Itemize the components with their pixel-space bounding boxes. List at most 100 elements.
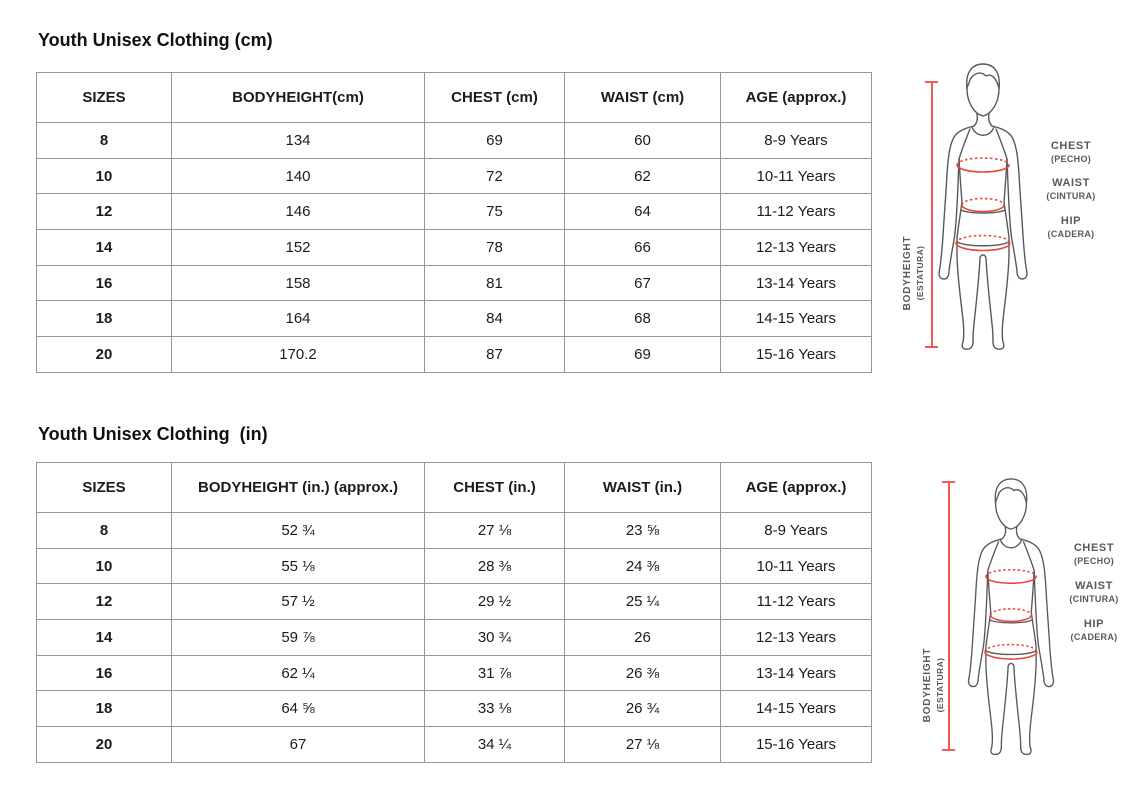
table-cell: 15-16 Years (720, 726, 872, 763)
table-cell: 16 (36, 264, 172, 302)
column-header-chest: CHEST (in.) (424, 462, 565, 513)
table-row: 14 152 78 66 12-13 Years (36, 229, 872, 266)
table-cell: 67 (564, 264, 721, 302)
column-header-waist: WAIST (in.) (564, 462, 721, 513)
table-cell: 11-12 Years (720, 193, 872, 231)
body-outline-diagram (938, 63, 1028, 350)
table-cell: 84 (424, 300, 565, 338)
table-cell: 23 ⅝ (564, 512, 721, 549)
table-cell: 164 (171, 300, 425, 338)
table-cell: 16 (36, 654, 172, 692)
column-header-bodyheight: BODYHEIGHT(cm) (171, 72, 425, 123)
table-cell: 34 ¼ (424, 726, 565, 763)
table-cell: 152 (171, 229, 425, 266)
table-cell: 67 (171, 726, 425, 763)
measure-line-cap (942, 481, 955, 483)
table-cell: 12 (36, 583, 172, 621)
table-row: 18 64 ⅝ 33 ⅛ 26 ¾ 14-15 Years (36, 690, 872, 728)
table-cell: 14 (36, 229, 172, 266)
table-cell: 8-9 Years (720, 512, 872, 549)
hip-label: HIP (CADERA) (1047, 215, 1095, 239)
table-cell: 14 (36, 619, 172, 656)
table-row: 8 52 ¾ 27 ⅛ 23 ⅝ 8-9 Years (36, 512, 872, 549)
table-cell: 18 (36, 300, 172, 338)
table-cell: 81 (424, 264, 565, 302)
table-cell: 13-14 Years (720, 654, 872, 692)
table-row: 18 164 84 68 14-15 Years (36, 300, 872, 338)
size-table-cm: SIZES BODYHEIGHT(cm) CHEST (cm) WAIST (c… (36, 72, 872, 373)
table-row: 20 170.2 87 69 15-16 Years (36, 336, 872, 373)
table-cell: 52 ¾ (171, 512, 425, 549)
bodyheight-label: BODYHEIGHT (ESTATURA) (922, 647, 945, 723)
table-cell: 60 (564, 122, 721, 159)
table-cell: 27 ⅛ (424, 512, 565, 549)
body-outline-diagram (967, 478, 1055, 756)
table-header-row: SIZES BODYHEIGHT(cm) CHEST (cm) WAIST (c… (36, 72, 872, 123)
column-header-bodyheight: BODYHEIGHT (in.) (approx.) (171, 462, 425, 513)
table-cell: 64 ⅝ (171, 690, 425, 728)
measure-line-cap (925, 346, 938, 348)
chest-label: CHEST (PECHO) (1073, 542, 1115, 566)
table-cell: 8-9 Years (720, 122, 872, 159)
column-header-waist: WAIST (cm) (564, 72, 721, 123)
table-cell: 26 ¾ (564, 690, 721, 728)
column-header-sizes: SIZES (36, 72, 172, 123)
table-cell: 69 (564, 336, 721, 373)
measure-line-cap (925, 81, 938, 83)
waist-label: WAIST (CINTURA) (1069, 580, 1119, 604)
table-cell: 20 (36, 726, 172, 763)
table-cell: 158 (171, 264, 425, 302)
table-cell: 10 (36, 547, 172, 585)
table-cell: 8 (36, 122, 172, 159)
table-cell: 69 (424, 122, 565, 159)
table-cell: 10-11 Years (720, 157, 872, 195)
table-cell: 14-15 Years (720, 690, 872, 728)
table-cell: 30 ¾ (424, 619, 565, 656)
body-measurement-diagram-in: BODYHEIGHT (ESTATURA) (912, 475, 1139, 775)
table-row: 14 59 ⅞ 30 ¾ 26 12-13 Years (36, 619, 872, 656)
chest-label: CHEST (PECHO) (1050, 140, 1092, 164)
bodyheight-measure-line (948, 482, 950, 750)
table-cell: 78 (424, 229, 565, 266)
table-cell: 64 (564, 193, 721, 231)
table-row: 8 134 69 60 8-9 Years (36, 122, 872, 159)
table-cell: 33 ⅛ (424, 690, 565, 728)
table-cell: 18 (36, 690, 172, 728)
table-cell: 146 (171, 193, 425, 231)
table-row: 10 140 72 62 10-11 Years (36, 157, 872, 195)
table-cell: 72 (424, 157, 565, 195)
waist-label: WAIST (CINTURA) (1046, 177, 1096, 201)
table-cell: 57 ½ (171, 583, 425, 621)
table-cell: 12-13 Years (720, 619, 872, 656)
column-header-age: AGE (approx.) (720, 72, 872, 123)
column-header-age: AGE (approx.) (720, 462, 872, 513)
table-cell: 10-11 Years (720, 547, 872, 585)
table-cell: 29 ½ (424, 583, 565, 621)
hip-label: HIP (CADERA) (1070, 618, 1118, 642)
table-row: 16 62 ¼ 31 ⅞ 26 ⅜ 13-14 Years (36, 654, 872, 692)
table-cell: 87 (424, 336, 565, 373)
table-cell: 26 ⅜ (564, 654, 721, 692)
table-row: 20 67 34 ¼ 27 ⅛ 15-16 Years (36, 726, 872, 763)
table-cell: 15-16 Years (720, 336, 872, 373)
bodyheight-measure-line (931, 82, 933, 347)
column-header-chest: CHEST (cm) (424, 72, 565, 123)
table-header-row: SIZES BODYHEIGHT (in.) (approx.) CHEST (… (36, 462, 872, 513)
table-cell: 10 (36, 157, 172, 195)
table-cell: 12-13 Years (720, 229, 872, 266)
table-cell: 68 (564, 300, 721, 338)
table-row: 16 158 81 67 13-14 Years (36, 264, 872, 302)
table-cell: 14-15 Years (720, 300, 872, 338)
table-cell: 55 ⅛ (171, 547, 425, 585)
measure-line-cap (942, 749, 955, 751)
table-cell: 27 ⅛ (564, 726, 721, 763)
table-cell: 12 (36, 193, 172, 231)
table-cell: 59 ⅞ (171, 619, 425, 656)
table-cell: 20 (36, 336, 172, 373)
column-header-sizes: SIZES (36, 462, 172, 513)
body-measurement-diagram-cm: BODYHEIGHT (ESTATURA) (898, 62, 1130, 362)
table-cell: 62 ¼ (171, 654, 425, 692)
table-row: 12 146 75 64 11-12 Years (36, 193, 872, 231)
table-row: 10 55 ⅛ 28 ⅜ 24 ⅜ 10-11 Years (36, 547, 872, 585)
